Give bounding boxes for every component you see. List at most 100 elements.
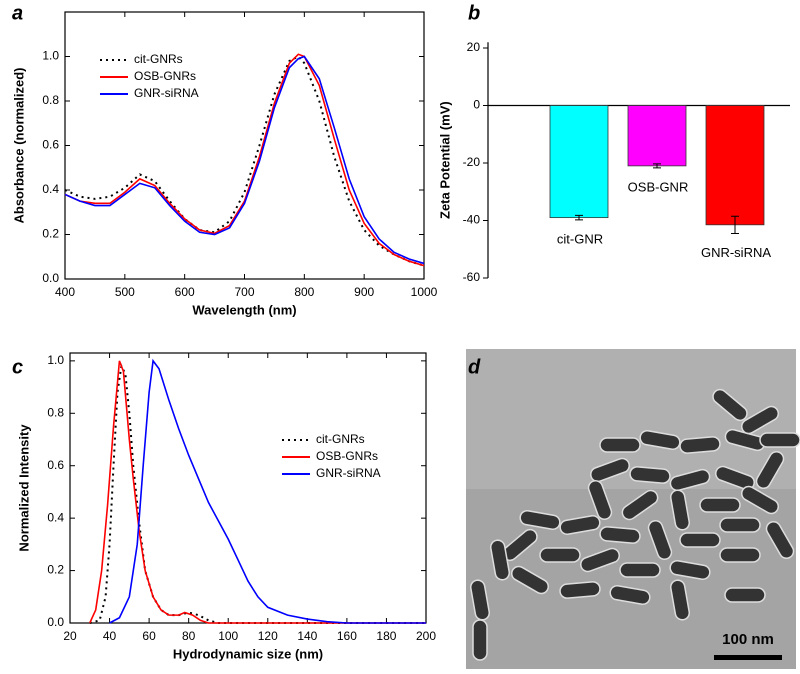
nanorod xyxy=(755,450,785,490)
nanorod xyxy=(740,405,780,435)
nanorod xyxy=(599,437,641,453)
x-tick-label: 40 xyxy=(103,629,117,643)
y-axis-label: Normalized Intensity xyxy=(16,424,31,552)
category-label: cit-GNR xyxy=(557,231,603,246)
x-tick-label: 1000 xyxy=(411,285,438,299)
scale-bar-label: 100 nm xyxy=(722,631,774,648)
y-tick-label: 20 xyxy=(467,40,481,54)
nanorod xyxy=(559,581,601,599)
data-line xyxy=(109,358,426,624)
nanorod xyxy=(609,584,651,606)
legend-label: OSB-GNRs xyxy=(316,449,378,463)
nanorod xyxy=(590,457,630,483)
nanorod xyxy=(724,587,766,603)
nanorod xyxy=(472,619,488,661)
y-tick-label: 0.6 xyxy=(47,458,64,472)
x-tick-label: 60 xyxy=(142,629,156,643)
nanorod xyxy=(719,547,761,563)
y-tick-label: 0.0 xyxy=(42,271,59,285)
plot-frame xyxy=(64,11,425,280)
bar xyxy=(549,105,609,219)
nanorod xyxy=(647,520,673,560)
x-tick-label: 800 xyxy=(294,285,314,299)
x-tick-label: 160 xyxy=(337,629,357,643)
nanorod xyxy=(699,497,741,513)
y-tick-label: 1.0 xyxy=(42,49,59,63)
x-tick-label: 140 xyxy=(297,629,317,643)
x-tick-label: 20 xyxy=(63,629,77,643)
nanorod xyxy=(765,520,795,560)
legend-label: OSB-GNRs xyxy=(134,69,196,83)
panel-label: b xyxy=(468,2,480,24)
nanorod xyxy=(669,559,711,581)
nanorod xyxy=(469,579,491,621)
nanorod xyxy=(580,547,620,573)
x-tick-label: 80 xyxy=(182,629,196,643)
nanorod xyxy=(712,388,748,422)
error-bar xyxy=(653,163,661,169)
nanorod xyxy=(587,480,613,520)
x-tick-label: 100 xyxy=(218,629,238,643)
nanorod xyxy=(679,436,721,454)
tem-image xyxy=(466,349,800,669)
x-tick-label: 400 xyxy=(55,285,75,299)
nanorod xyxy=(519,509,561,531)
scale-bar xyxy=(714,655,782,660)
category-label: GNR-siRNA xyxy=(701,245,771,260)
nanorod xyxy=(510,565,550,595)
nanorod xyxy=(759,432,800,448)
legend-label: cit-GNRs xyxy=(134,52,183,66)
y-tick-label: 0.4 xyxy=(47,510,64,524)
y-tick-label: 1.0 xyxy=(47,353,64,367)
x-axis-label: Wavelength (nm) xyxy=(192,302,296,317)
y-tick-label: 0 xyxy=(473,98,480,112)
y-axis-label: Zeta Potential (mV) xyxy=(437,101,452,219)
data-line xyxy=(89,360,426,624)
legend-label: GNR-siRNA xyxy=(134,86,199,100)
nanorod xyxy=(539,547,581,563)
nanorod xyxy=(740,485,780,515)
x-tick-label: 700 xyxy=(234,285,254,299)
data-line xyxy=(64,55,425,267)
error-bar xyxy=(731,215,739,234)
x-tick-label: 600 xyxy=(175,285,195,299)
x-tick-label: 200 xyxy=(416,629,436,643)
y-tick-label: 0.4 xyxy=(42,182,59,196)
x-tick-label: 900 xyxy=(354,285,374,299)
nanorod xyxy=(719,517,761,533)
y-tick-label: -20 xyxy=(463,155,481,169)
category-label: OSB-GNR xyxy=(628,179,689,194)
y-tick-label: -40 xyxy=(463,213,481,227)
x-tick-label: 180 xyxy=(376,629,396,643)
panel-label: c xyxy=(12,356,23,378)
x-axis-label: Hydrodynamic size (nm) xyxy=(173,646,323,661)
y-tick-label: 0.8 xyxy=(47,405,64,419)
y-tick-label: 0.2 xyxy=(47,563,64,577)
nanorod xyxy=(679,532,721,548)
nanorod xyxy=(669,489,691,531)
data-line xyxy=(64,55,425,265)
y-tick-label: -60 xyxy=(463,270,481,284)
nanorod xyxy=(559,514,601,536)
y-axis-label: Absorbance (normalized) xyxy=(11,67,26,223)
y-tick-label: 0.6 xyxy=(42,138,59,152)
legend-label: GNR-siRNA xyxy=(316,466,381,480)
panel-label: d xyxy=(468,356,481,378)
bar xyxy=(705,105,765,226)
y-tick-label: 0.8 xyxy=(42,93,59,107)
nanorod xyxy=(715,465,755,491)
nanorod xyxy=(489,539,511,581)
bar xyxy=(627,105,687,167)
nanorod xyxy=(621,489,659,521)
data-line xyxy=(64,53,425,267)
nanorod xyxy=(599,526,641,544)
error-bar xyxy=(575,214,583,221)
legend-label: cit-GNRs xyxy=(316,432,365,446)
x-tick-label: 500 xyxy=(115,285,135,299)
nanorod xyxy=(669,579,691,621)
nanorod xyxy=(639,429,681,451)
nanorod xyxy=(669,468,711,492)
y-tick-label: 0.0 xyxy=(47,615,64,629)
y-tick-label: 0.2 xyxy=(42,227,59,241)
